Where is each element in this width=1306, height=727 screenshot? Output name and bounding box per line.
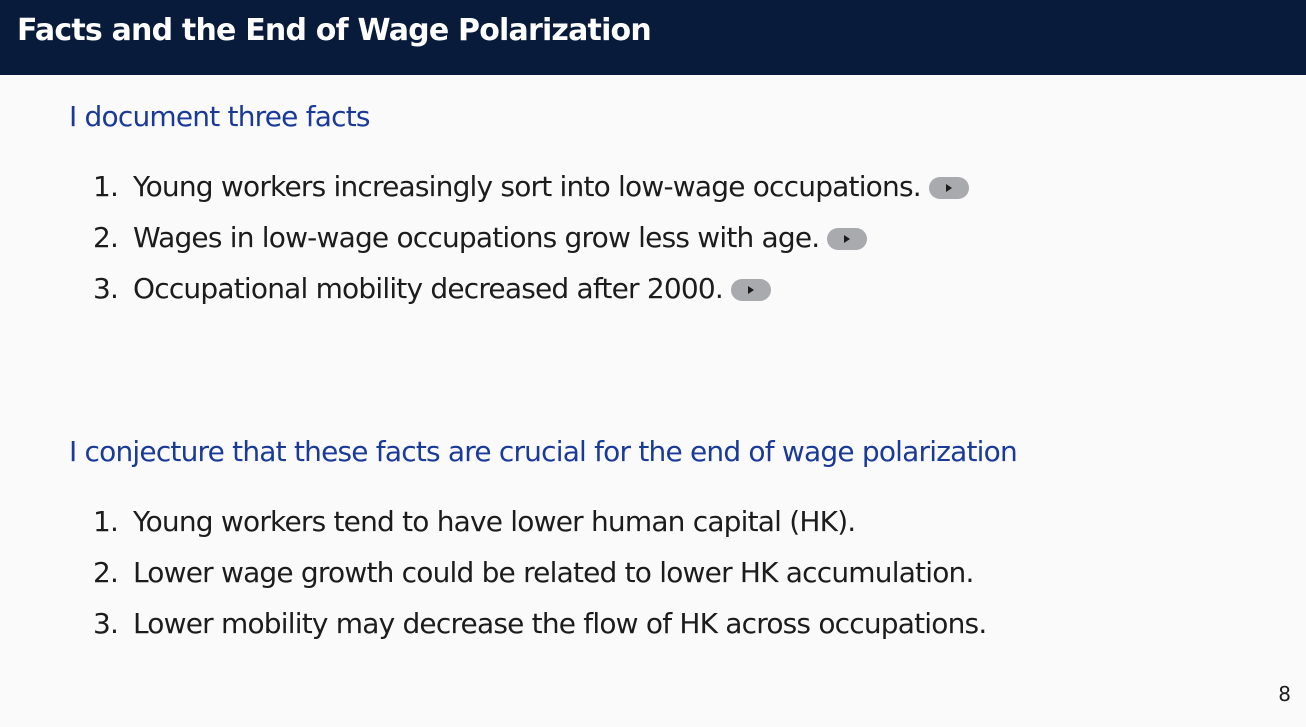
facts-item-1: 1. Young workers increasingly sort into … (93, 161, 969, 212)
conjecture-item-2: 2. Lower wage growth could be related to… (93, 547, 986, 598)
list-item-text: Occupational mobility decreased after 20… (133, 272, 724, 305)
list-item-number: 1. (93, 170, 119, 203)
appendix-link-button[interactable] (731, 278, 772, 301)
conjecture-list: 1. Young workers tend to have lower huma… (93, 496, 987, 649)
list-item-text: Young workers tend to have lower human c… (133, 505, 856, 538)
facts-item-2: 2. Wages in low-wage occupations grow le… (93, 212, 969, 263)
play-icon (945, 183, 952, 192)
list-item-text: Young workers increasingly sort into low… (133, 170, 922, 203)
list-item-text: Lower wage growth could be related to lo… (133, 556, 974, 589)
facts-heading: I document three facts (69, 100, 370, 133)
appendix-link-button[interactable] (928, 176, 969, 199)
list-item-number: 3. (93, 607, 119, 640)
play-icon (844, 234, 851, 243)
list-item-number: 2. (93, 221, 119, 254)
conjecture-item-1: 1. Young workers tend to have lower huma… (93, 496, 986, 547)
conjecture-item-3: 3. Lower mobility may decrease the flow … (93, 598, 987, 649)
page-number: 8 (1278, 682, 1291, 706)
appendix-link-button[interactable] (827, 227, 868, 250)
title-bar: Facts and the End of Wage Polarization (0, 0, 1306, 75)
play-icon (748, 285, 755, 294)
slide-title: Facts and the End of Wage Polarization (17, 13, 652, 48)
list-item-number: 2. (93, 556, 119, 589)
conjecture-heading: I conjecture that these facts are crucia… (69, 435, 1018, 468)
list-item-number: 3. (93, 272, 119, 305)
list-item-number: 1. (93, 505, 119, 538)
facts-item-3: 3. Occupational mobility decreased after… (93, 263, 969, 314)
list-item-text: Lower mobility may decrease the flow of … (133, 607, 987, 640)
list-item-text: Wages in low-wage occupations grow less … (133, 221, 820, 254)
facts-list: 1. Young workers increasingly sort into … (93, 161, 969, 314)
